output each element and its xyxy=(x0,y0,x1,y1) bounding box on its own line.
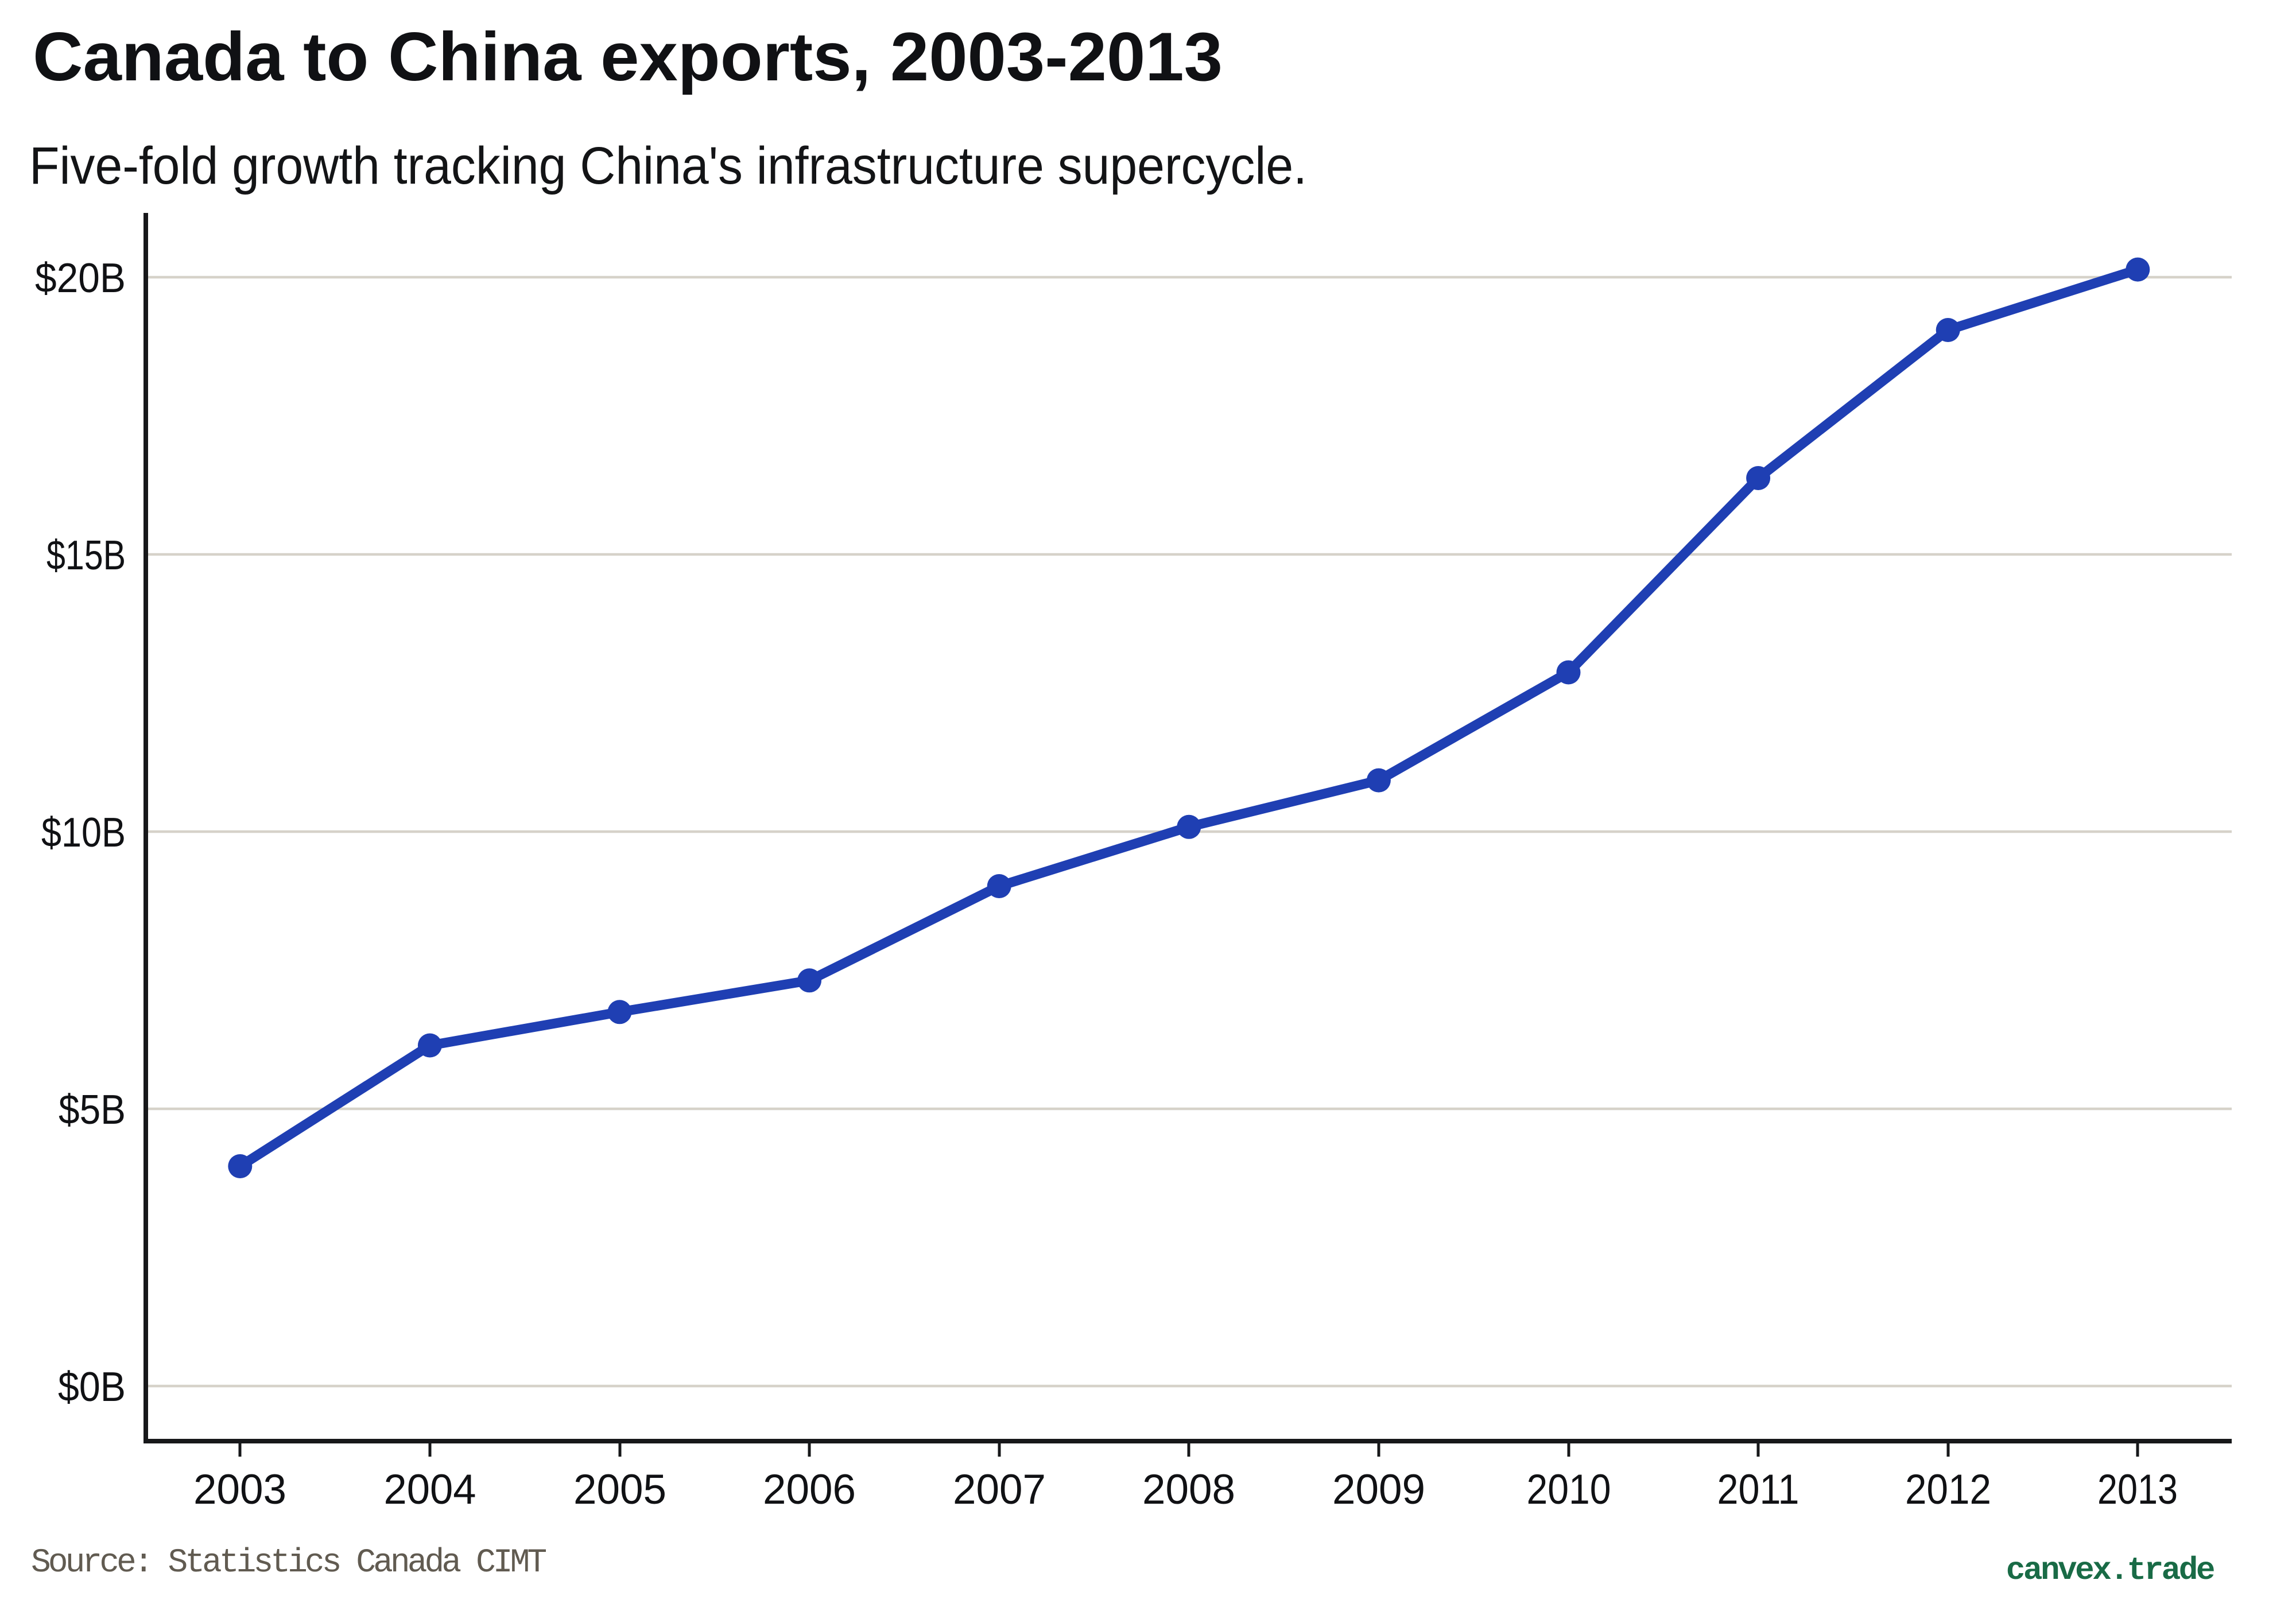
svg-text:Source: Statistics Canada CIMT: Source: Statistics Canada CIMT xyxy=(31,1544,546,1582)
svg-text:2007: 2007 xyxy=(953,1466,1046,1513)
svg-text:$5B: $5B xyxy=(59,1087,126,1133)
svg-text:2009: 2009 xyxy=(1332,1466,1425,1513)
svg-text:2003: 2003 xyxy=(193,1466,286,1513)
svg-text:Five-fold growth tracking Chin: Five-fold growth tracking China's infras… xyxy=(29,137,1307,195)
svg-text:2008: 2008 xyxy=(1142,1466,1235,1513)
svg-text:$0B: $0B xyxy=(58,1364,126,1410)
svg-text:$15B: $15B xyxy=(46,533,126,579)
svg-text:2013: 2013 xyxy=(2097,1466,2178,1513)
svg-text:2005: 2005 xyxy=(573,1466,666,1513)
svg-text:$10B: $10B xyxy=(41,810,126,856)
svg-text:$20B: $20B xyxy=(35,255,126,301)
svg-text:2012: 2012 xyxy=(1905,1466,1991,1513)
svg-text:2006: 2006 xyxy=(763,1466,856,1513)
svg-text:Canada to China exports, 2003-: Canada to China exports, 2003-2013 xyxy=(33,18,1223,95)
svg-text:canvex.trade: canvex.trade xyxy=(2006,1552,2214,1589)
svg-text:2010: 2010 xyxy=(1527,1466,1611,1513)
svg-text:2011: 2011 xyxy=(1717,1466,1799,1513)
svg-text:2004: 2004 xyxy=(384,1466,476,1513)
